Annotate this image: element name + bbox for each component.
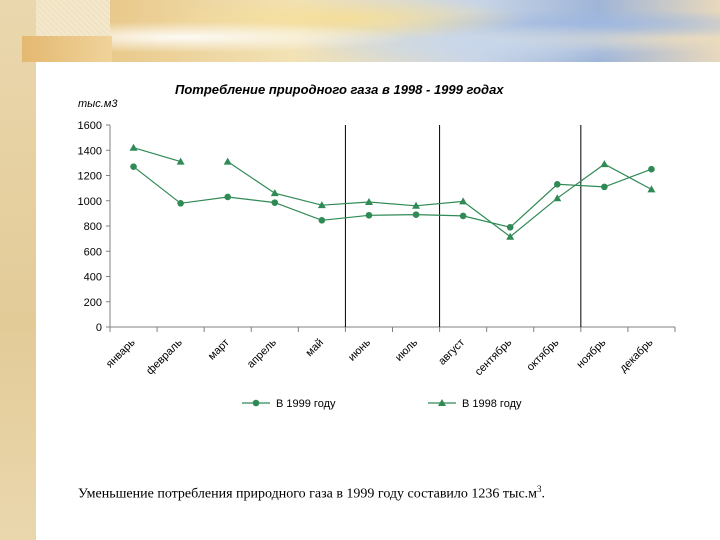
data-point-triangle xyxy=(317,201,326,209)
axis-layer xyxy=(106,124,676,332)
legend-label: В 1998 году xyxy=(462,398,522,410)
data-point-triangle xyxy=(364,198,373,206)
x-tick-label: февраль xyxy=(144,336,185,377)
x-tick-label: август xyxy=(436,337,467,368)
data-point-triangle xyxy=(412,201,421,209)
data-point-circle xyxy=(459,212,467,220)
data-point-circle xyxy=(365,211,373,219)
data-point-triangle xyxy=(647,185,656,193)
data-point-circle xyxy=(130,163,137,170)
x-tick-label: май xyxy=(303,337,326,360)
data-point-triangle xyxy=(270,189,279,197)
x-tick-label: июль xyxy=(393,336,420,363)
data-point-circle xyxy=(318,217,326,224)
y-tick-label: 400 xyxy=(84,272,102,284)
decorative-banner-accent xyxy=(22,36,112,62)
data-point-circle xyxy=(224,193,232,201)
legend-label: В 1999 году xyxy=(276,398,336,410)
data-point-triangle xyxy=(129,143,138,151)
decorative-banner-image xyxy=(110,0,720,62)
y-axis-unit-label: тыс.м3 xyxy=(78,98,118,110)
data-point-triangle xyxy=(553,194,562,202)
legend-marker-triangle xyxy=(438,399,446,406)
y-tick-label: 1600 xyxy=(78,120,102,132)
series-layer xyxy=(129,143,656,240)
data-point-circle xyxy=(271,199,279,206)
tick-label-layer: 0 200 400 600 800 1000 1200 1400 1600 январь февра… xyxy=(78,120,656,378)
data-point-triangle xyxy=(223,157,232,165)
y-tick-label: 0 xyxy=(96,322,102,334)
caption-superscript: 3 xyxy=(537,484,542,494)
x-tick-label: декабрь xyxy=(617,336,655,374)
y-tick-label: 200 xyxy=(84,297,102,309)
series-line xyxy=(133,166,652,228)
y-tick-label: 800 xyxy=(84,221,102,233)
left-decorative-strip xyxy=(0,0,36,540)
x-tick-label: ноябрь xyxy=(574,336,608,370)
y-tick-label: 1400 xyxy=(78,145,102,157)
legend-marker-circle xyxy=(252,399,260,407)
y-tick-label: 1000 xyxy=(78,196,102,208)
legend: В 1999 году В 1998 году xyxy=(242,398,522,410)
data-point-circle xyxy=(506,223,514,231)
caption-text: Уменьшение потребления природного газа в… xyxy=(78,486,538,502)
x-tick-label: апрель xyxy=(245,336,279,370)
x-tick-label: сентябрь xyxy=(473,336,515,378)
data-point-triangle xyxy=(506,232,515,240)
y-tick-label: 600 xyxy=(84,246,102,258)
y-tick-label: 1200 xyxy=(78,171,102,183)
data-point-triangle xyxy=(176,157,185,165)
data-point-circle xyxy=(553,181,561,188)
caption-end: . xyxy=(541,486,546,502)
series-line xyxy=(133,147,652,238)
x-tick-label: март xyxy=(206,337,232,363)
data-point-circle xyxy=(601,183,608,191)
x-tick-label: октябрь xyxy=(524,336,561,373)
data-point-triangle xyxy=(459,197,468,205)
data-point-circle xyxy=(177,199,184,207)
chart-title: Потребление природного газа в 1998 - 199… xyxy=(175,82,504,97)
data-point-circle xyxy=(412,211,420,218)
x-tick-label: июнь xyxy=(346,336,373,363)
data-point-triangle xyxy=(600,160,609,168)
slide-caption: Уменьшение потребления природного газа в… xyxy=(78,484,545,503)
slide-panel xyxy=(36,62,720,540)
x-tick-label: январь xyxy=(104,336,138,370)
data-point-circle xyxy=(648,165,655,173)
